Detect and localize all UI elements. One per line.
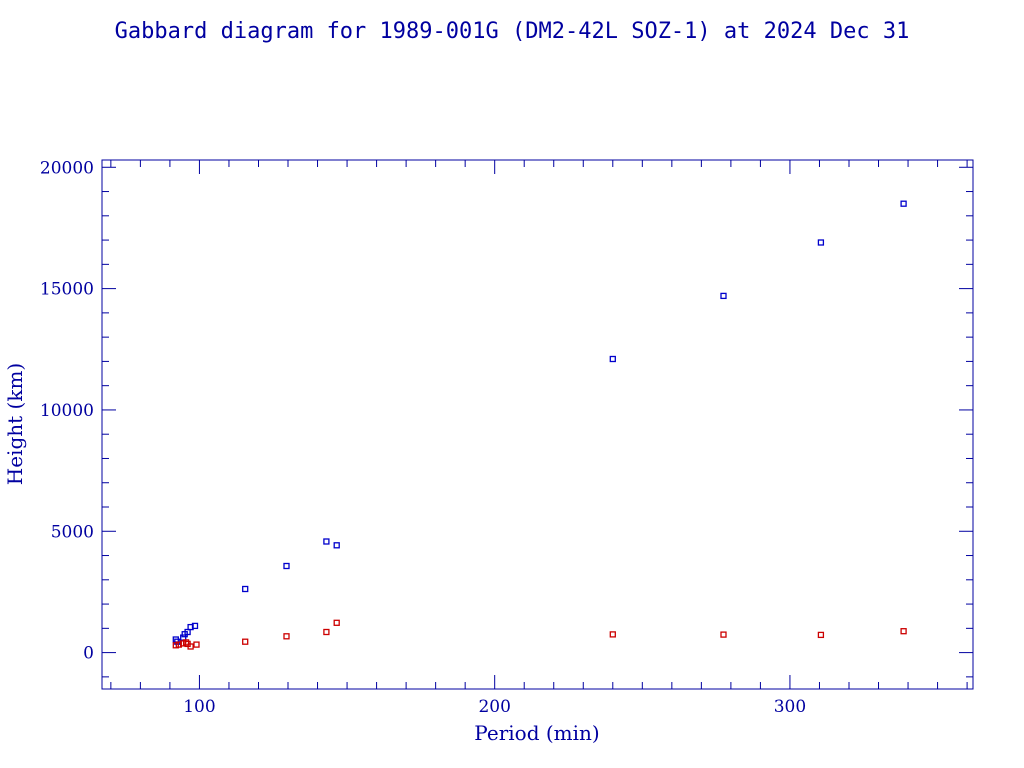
axis-ticks	[102, 160, 973, 689]
y-axis-label: Height (km)	[3, 363, 27, 485]
perigee-point	[242, 638, 249, 645]
perigee-point	[609, 631, 616, 638]
y-tick-label: 5000	[51, 522, 94, 542]
perigee-point	[283, 633, 290, 640]
plot-frame	[101, 159, 974, 690]
data-points	[172, 200, 907, 650]
perigee-point	[193, 641, 200, 648]
x-tick-label: 200	[478, 697, 510, 717]
perigee-point	[817, 631, 825, 639]
chart-title: Gabbard diagram for 1989-001G (DM2-42L S…	[115, 19, 910, 44]
x-tick-label: 100	[183, 697, 215, 717]
perigee-point	[182, 639, 190, 646]
apogee-point	[283, 562, 290, 570]
y-tick-label: 15000	[40, 280, 94, 300]
perigee-point	[720, 631, 727, 638]
perigee-point	[900, 628, 907, 635]
apogee-point	[323, 538, 330, 545]
apogee-point	[900, 200, 907, 207]
apogee-point	[242, 585, 249, 593]
x-axis-label: Period (min)	[474, 721, 599, 745]
apogee-point	[817, 239, 825, 246]
perigee-point	[323, 628, 330, 636]
y-tick-label: 0	[83, 644, 94, 664]
apogee-point	[191, 622, 199, 630]
apogee-point	[720, 292, 727, 300]
perigee-point	[333, 619, 340, 626]
apogee-point	[333, 542, 340, 549]
x-tick-label: 300	[774, 697, 806, 717]
axis-tick-labels: 100 200 300 0 5000 10000 15000 20000	[40, 158, 806, 717]
apogee-point	[609, 355, 616, 363]
perigee-point	[187, 643, 194, 650]
y-tick-label: 20000	[40, 158, 94, 178]
y-tick-label: 10000	[40, 401, 94, 421]
